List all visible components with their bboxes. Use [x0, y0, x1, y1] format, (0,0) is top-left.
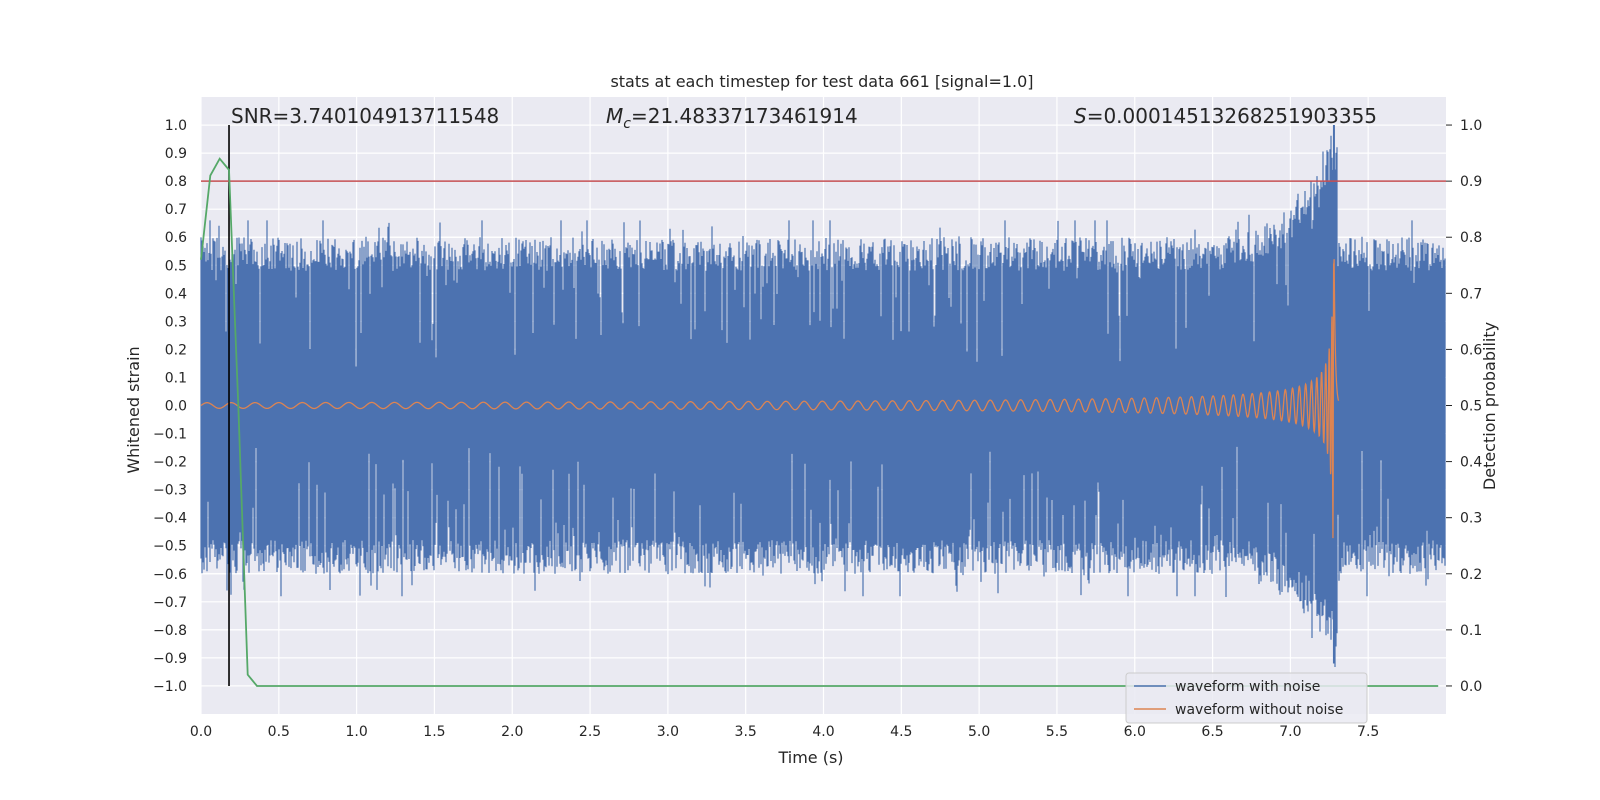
legend: waveform with noise waveform without noi…: [1125, 672, 1368, 724]
x-tick-label: 2.0: [501, 724, 523, 740]
x-tick-label: 1.0: [345, 724, 367, 740]
ticks: 0.0 0.5 1.0 1.5 2.0 2.5 3.0 3.5 4.0 4.5 5.0 5.5 6.0 6…: [153, 118, 1482, 740]
y2-tick-label: 0.0: [1460, 679, 1482, 695]
x-tick-label: 7.0: [1279, 724, 1301, 740]
x-tick-label: 4.5: [890, 724, 912, 740]
s-value: =0.00014513268251903355: [1087, 104, 1377, 128]
y-tick-label: −0.9: [153, 651, 187, 667]
y-tick-label: 0.7: [165, 202, 187, 218]
legend-label-noise: waveform with noise: [1175, 679, 1320, 695]
y2-axis-label: Detection probability: [1480, 322, 1499, 490]
y-tick-label: 0.3: [165, 314, 187, 330]
reference-lines: [201, 125, 1446, 686]
y2-tick-label: 0.1: [1460, 623, 1482, 639]
x-tick-label: 0.5: [268, 724, 290, 740]
x-tick-label: 6.5: [1201, 724, 1223, 740]
y-tick-label: −0.4: [153, 511, 187, 527]
y2-tick-label: 0.7: [1460, 286, 1482, 302]
y2-tick-label: 0.2: [1460, 567, 1482, 583]
series-waveform-without-noise: [200, 259, 1340, 539]
x-tick-label: 3.5: [735, 724, 757, 740]
legend-label-clean: waveform without noise: [1175, 702, 1343, 718]
y-tick-label: 0.6: [165, 230, 187, 246]
y-tick-label: 0.2: [165, 342, 187, 358]
y-tick-label: 0.8: [165, 174, 187, 190]
y2-tick-label: 0.6: [1460, 342, 1482, 358]
y-tick-label: 0.9: [165, 146, 187, 162]
y-tick-label: 1.0: [165, 118, 187, 134]
y2-tick-label: 0.4: [1460, 455, 1482, 471]
y2-tick-label: 1.0: [1460, 118, 1482, 134]
y-tick-label: 0.0: [165, 399, 187, 415]
y-tick-label: −1.0: [153, 679, 187, 695]
probability-trace: [200, 157, 1439, 687]
x-tick-label: 2.5: [579, 724, 601, 740]
s-annotation: S=0.00014513268251903355: [1074, 104, 1377, 128]
x-tick-label: 0.0: [190, 724, 212, 740]
x-tick-label: 1.5: [423, 724, 445, 740]
y2-tick-label: 0.8: [1460, 230, 1482, 246]
chirp-trace: [200, 259, 1340, 539]
y-tick-label: −0.7: [153, 595, 187, 611]
chart-title: stats at each timestep for test data 661…: [610, 72, 1033, 91]
y-tick-label: 0.1: [165, 370, 187, 386]
chirp-mass-annotation: Mc=21.48337173461914: [606, 104, 858, 132]
x-tick-label: 5.5: [1046, 724, 1068, 740]
chirp-mass-symbol: M: [606, 104, 623, 128]
chirp-mass-subscript: c: [623, 116, 631, 132]
x-tick-label: 7.5: [1357, 724, 1379, 740]
y-axis-label: Whitened strain: [124, 346, 143, 473]
x-tick-label: 3.0: [657, 724, 679, 740]
x-tick-label: 6.0: [1124, 724, 1146, 740]
y-tick-label: −0.3: [153, 483, 187, 499]
y-tick-label: −0.2: [153, 455, 187, 471]
legend-box: [1125, 672, 1368, 724]
y2-tick-label: 0.3: [1460, 511, 1482, 527]
y-tick-label: 0.5: [165, 258, 187, 274]
series-detection-probability: [200, 157, 1439, 687]
chirp-mass-value: =21.48337173461914: [631, 104, 858, 128]
y-tick-label: −0.8: [153, 623, 187, 639]
y-tick-label: −0.1: [153, 427, 187, 443]
y-tick-label: −0.5: [153, 539, 187, 555]
y2-tick-label: 0.5: [1460, 399, 1482, 415]
x-tick-label: 4.0: [812, 724, 834, 740]
y-tick-label: 0.4: [165, 286, 187, 302]
s-symbol: S: [1074, 104, 1087, 128]
x-tick-label: 5.0: [968, 724, 990, 740]
x-axis-label: Time (s): [777, 748, 843, 767]
y2-tick-label: 0.9: [1460, 174, 1482, 190]
snr-annotation: SNR=3.740104913711548: [231, 104, 499, 128]
y-tick-label: −0.6: [153, 567, 187, 583]
